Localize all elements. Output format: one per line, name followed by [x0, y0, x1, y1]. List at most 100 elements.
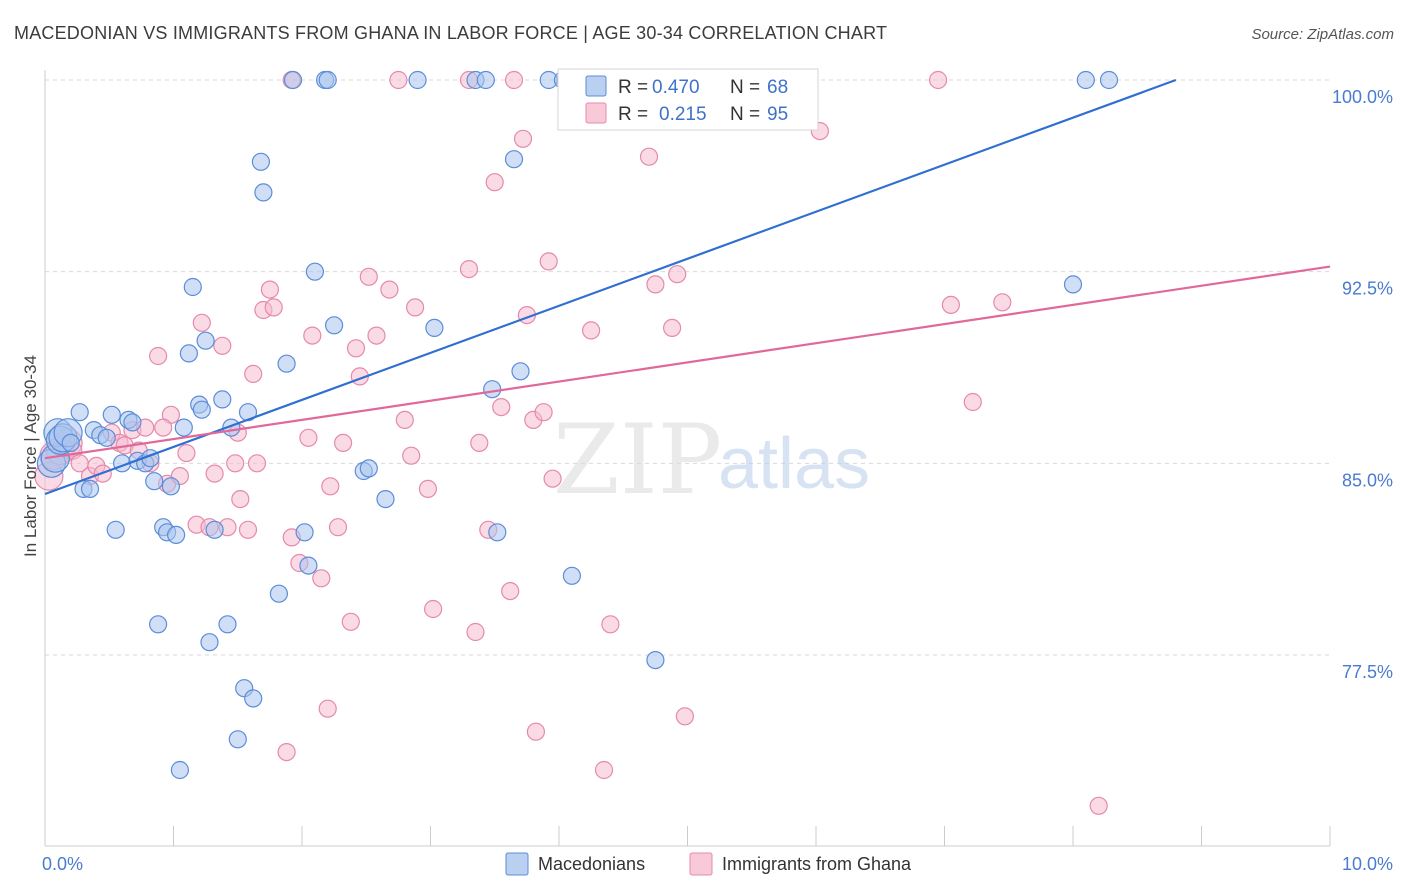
x-tick-label-min: 0.0%	[42, 854, 83, 874]
ghana-point	[492, 398, 511, 417]
macedonian-point	[504, 150, 524, 169]
macedonian-point	[376, 490, 395, 509]
macedonian-point	[562, 566, 582, 585]
ghana-point	[334, 433, 353, 452]
macedonian-point	[269, 584, 288, 603]
macedonian-point	[1063, 275, 1083, 294]
macedonian-point	[213, 390, 232, 409]
macedonian-point	[646, 650, 665, 670]
ghana-point	[646, 275, 665, 294]
ghana-point	[205, 464, 224, 483]
macedonian-point	[483, 380, 502, 399]
macedonian-point	[196, 331, 215, 350]
ghana-point	[303, 326, 322, 345]
ghana-point	[389, 70, 408, 90]
trend-lines	[44, 78, 1331, 496]
macedonian-point	[200, 633, 219, 652]
series-macedonians-points	[36, 70, 1119, 780]
legend-swatch-ghana	[689, 852, 713, 876]
ghana-point	[318, 699, 337, 718]
ghana-point	[526, 722, 546, 741]
stats-n-value-ghana: 95	[767, 104, 788, 125]
stats-n-label-macedonians: N =	[730, 77, 760, 98]
ghana-point	[534, 403, 553, 422]
legend-swatch-macedonians	[505, 852, 529, 876]
ghana-point	[264, 298, 283, 317]
trend-line-ghana	[44, 265, 1331, 460]
source-label: Source: ZipAtlas.com	[1251, 26, 1394, 43]
macedonian-point	[123, 413, 142, 432]
ghana-point	[466, 622, 485, 642]
ghana-point	[504, 70, 524, 90]
macedonian-point	[145, 472, 164, 491]
ghana-point	[154, 418, 173, 437]
macedonian-point	[476, 70, 495, 90]
ghana-point	[459, 260, 479, 279]
ghana-point	[380, 280, 399, 299]
ghana-point	[277, 742, 296, 762]
ghana-point	[312, 569, 331, 588]
ghana-point	[328, 518, 348, 537]
trend-line-macedonians	[44, 78, 1177, 496]
macedonian-point	[183, 277, 202, 297]
ghana-point	[192, 313, 211, 332]
macedonian-point	[408, 70, 427, 90]
ghana-point	[993, 293, 1012, 312]
ghana-point	[341, 612, 360, 631]
y-tick-labels: 77.5% 85.0% 92.5% 100.0%	[1332, 87, 1393, 682]
macedonian-point	[299, 556, 318, 575]
stats-r-value-ghana: 0.215	[659, 104, 707, 125]
ghana-point	[668, 265, 687, 284]
chart-title: MACEDONIAN VS IMMIGRANTS FROM GHANA IN L…	[14, 23, 887, 43]
macedonian-point	[1076, 70, 1095, 90]
ghana-point	[418, 479, 437, 498]
ghana-point	[675, 707, 695, 726]
stats-n-value-macedonians: 68	[767, 77, 788, 98]
ghana-point	[260, 280, 279, 299]
macedonian-point	[218, 615, 237, 634]
macedonian-point	[70, 403, 89, 422]
grid	[45, 79, 1330, 656]
macedonian-point	[179, 344, 198, 363]
ghana-point	[359, 267, 378, 286]
ghana-point	[321, 477, 340, 496]
macedonian-point	[283, 70, 303, 90]
y-axis-label: In Labor Force | Age 30-34	[21, 355, 40, 557]
ghana-point	[485, 173, 504, 192]
ghana-point	[581, 321, 601, 340]
stats-swatch-macedonians	[585, 75, 607, 97]
ghana-point	[639, 147, 659, 166]
y-tick-label: 92.5%	[1342, 279, 1393, 299]
macedonian-point	[161, 477, 180, 496]
y-tick-label: 100.0%	[1332, 87, 1393, 107]
stats-r-label-ghana: R =	[618, 104, 648, 125]
macedonian-point	[277, 354, 296, 373]
legend-label-macedonians: Macedonians	[538, 854, 645, 874]
bottom-legend: Macedonians Immigrants from Ghana	[505, 852, 912, 876]
macedonian-point	[254, 183, 273, 202]
ghana-point	[1089, 796, 1108, 815]
macedonian-point	[174, 418, 193, 437]
watermark-zip: ZIP	[553, 404, 722, 516]
ghana-point	[543, 469, 562, 488]
ghana-point	[928, 70, 948, 90]
ghana-point	[231, 490, 250, 509]
ghana-point	[213, 336, 232, 355]
ghana-point	[247, 454, 267, 473]
macedonian-point	[102, 405, 121, 424]
macedonian-point	[97, 428, 116, 447]
ghana-point	[346, 339, 366, 358]
macedonian-point	[325, 316, 344, 335]
x-tick-label-max: 10.0%	[1342, 854, 1393, 874]
ghana-point	[149, 346, 168, 366]
y-tick-label: 85.0%	[1342, 470, 1393, 490]
macedonian-point	[106, 520, 125, 539]
ghana-point	[299, 428, 318, 447]
ghana-point	[424, 599, 443, 619]
macedonian-point	[167, 525, 186, 545]
ghana-point	[470, 433, 489, 452]
ghana-point	[662, 318, 682, 337]
macedonian-point	[205, 520, 224, 539]
ghana-point	[402, 446, 421, 465]
